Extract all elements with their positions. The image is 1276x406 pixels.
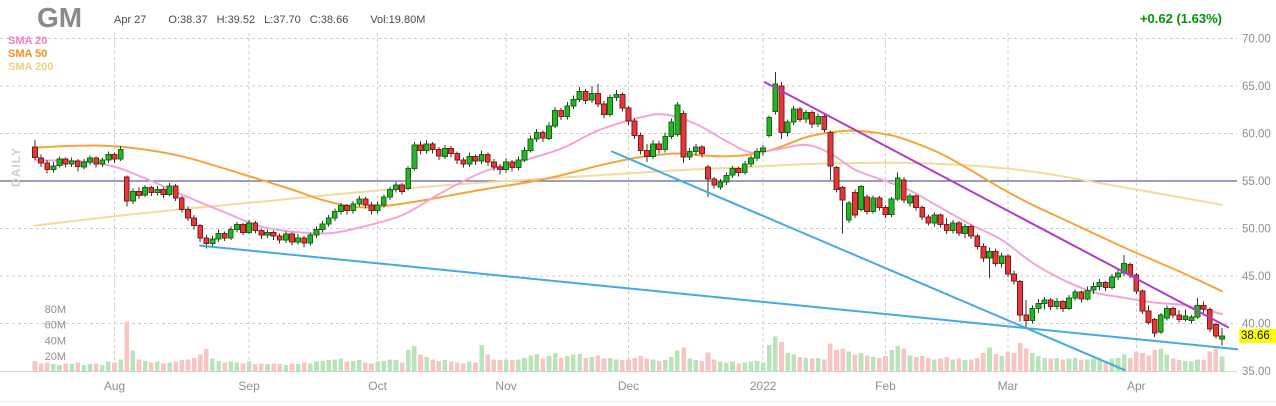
month-axis-label: Nov xyxy=(495,379,516,393)
sma-legend: SMA 20 SMA 50 SMA 200 xyxy=(8,35,53,74)
purple-downtrend xyxy=(763,81,1230,329)
ticker-symbol: GM xyxy=(37,2,83,33)
price-axis-label: 65.00 xyxy=(1242,81,1271,93)
legend-sma50[interactable]: SMA 50 xyxy=(8,48,48,60)
ohlc-readout: Apr 27 O:38.37 H:39.52 L:37.70 C:38.66 V… xyxy=(114,14,425,26)
month-axis-label: Apr xyxy=(1127,379,1146,393)
price-axis-label: 40.00 xyxy=(1242,319,1271,331)
price-axis-label: 45.00 xyxy=(1242,271,1271,283)
last-price-tag: 38.66 xyxy=(1239,329,1276,343)
readout-date: Apr 27 xyxy=(114,14,147,26)
volume-axis-label: 40M xyxy=(45,335,66,347)
gridlines xyxy=(0,33,1276,402)
cyan-long-support xyxy=(199,244,1239,351)
price-axis-label: 35.00 xyxy=(1242,366,1271,378)
volume-axis-label: 20M xyxy=(45,351,66,363)
readout-high: H:39.52 xyxy=(216,14,256,26)
volume-bars xyxy=(32,321,1225,373)
month-axis-label: Feb xyxy=(875,379,896,393)
readout-low: L:37.70 xyxy=(264,14,301,26)
month-axis-label: Dec xyxy=(618,379,639,393)
price-axis-label: 60.00 xyxy=(1242,129,1271,141)
price-axis-label: 70.00 xyxy=(1242,34,1271,46)
month-axis-label: 2022 xyxy=(750,379,777,393)
month-axis-label: Oct xyxy=(368,379,387,393)
volume-axis-label: 80M xyxy=(45,304,66,316)
month-axis-label: Mar xyxy=(998,379,1019,393)
candlesticks xyxy=(32,71,1225,346)
legend-sma20[interactable]: SMA 20 xyxy=(8,35,48,47)
month-axis-label: Aug xyxy=(104,379,125,393)
axis-labels: 70.00 65.00 60.00 55.00 50.00 45.00 40.00 35.00… xyxy=(45,34,1271,394)
readout-close: C:38.66 xyxy=(309,14,349,26)
trendlines xyxy=(199,81,1239,372)
sma200-line xyxy=(34,161,1223,227)
readout-volume: Vol:19.80M xyxy=(370,14,426,26)
volume-axis-label: 60M xyxy=(45,320,66,332)
timeframe-label: DAILY xyxy=(9,147,23,187)
readout-open: O:38.37 xyxy=(168,14,208,26)
month-axis-label: Sep xyxy=(238,379,260,393)
legend-sma200[interactable]: SMA 200 xyxy=(8,61,54,73)
price-axis-label: 50.00 xyxy=(1242,224,1271,236)
daily-change-badge: +0.62 (1.63%) xyxy=(1139,11,1222,26)
cyan-steep-downtrend xyxy=(611,150,1126,372)
price-axis-label: 55.00 xyxy=(1242,176,1271,188)
